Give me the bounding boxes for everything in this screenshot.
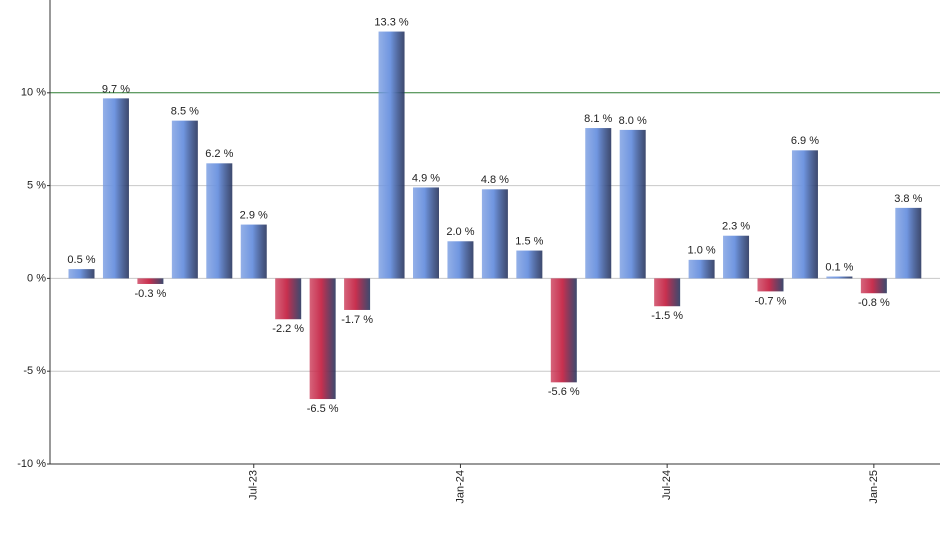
- y-tick-label: -5 %: [23, 365, 46, 377]
- bar: [137, 278, 164, 284]
- bar: [757, 278, 784, 292]
- bar: [826, 276, 853, 279]
- bar: [654, 278, 681, 307]
- data-label: 2.3 %: [722, 221, 750, 233]
- data-label: 8.1 %: [584, 113, 612, 125]
- data-label: -1.7 %: [341, 314, 373, 326]
- bar: [413, 187, 439, 279]
- x-tick-label: Jul-23: [248, 470, 260, 500]
- bar: [895, 207, 922, 279]
- data-label: -2.2 %: [272, 323, 304, 335]
- bar: [585, 128, 612, 279]
- data-label: -0.8 %: [858, 297, 890, 309]
- bar: [860, 278, 887, 294]
- bar: [550, 278, 577, 383]
- y-tick-label: 10 %: [21, 87, 46, 99]
- bar: [378, 31, 405, 279]
- bar: [481, 189, 508, 279]
- data-label: -6.5 %: [307, 403, 339, 415]
- x-tick-label: Jan-25: [868, 470, 880, 504]
- data-label: 8.0 %: [619, 115, 647, 127]
- data-label: 1.5 %: [515, 235, 543, 247]
- data-label: 8.5 %: [171, 106, 199, 118]
- data-label: 3.8 %: [894, 193, 922, 205]
- bar: [619, 129, 646, 279]
- data-label: 0.5 %: [67, 254, 95, 266]
- bar: [68, 269, 95, 279]
- bar: [344, 278, 371, 310]
- data-label: 2.0 %: [446, 226, 474, 238]
- data-label: 2.9 %: [240, 209, 268, 221]
- data-label: -5.6 %: [548, 386, 580, 398]
- data-label: 9.7 %: [102, 83, 130, 95]
- bar: [688, 259, 715, 279]
- data-label: -0.3 %: [135, 288, 167, 300]
- x-tick-label: Jul-24: [661, 470, 673, 500]
- bar: [171, 120, 198, 279]
- data-label: 0.1 %: [825, 261, 853, 273]
- data-label: 1.0 %: [688, 245, 716, 257]
- data-label: 4.8 %: [481, 174, 509, 186]
- bar: [102, 98, 129, 279]
- bar: [309, 278, 336, 400]
- data-label: 13.3 %: [374, 16, 408, 28]
- bar: [791, 150, 818, 279]
- y-tick-label: 0 %: [27, 272, 46, 284]
- bar: [275, 278, 302, 320]
- bar: [447, 241, 474, 279]
- data-label: 6.9 %: [791, 135, 819, 147]
- bar: [240, 224, 267, 279]
- y-tick-label: 5 %: [27, 180, 46, 192]
- bar: [206, 163, 233, 279]
- bar: [723, 235, 750, 279]
- y-tick-label: -10 %: [17, 458, 46, 470]
- x-tick-label: Jan-24: [454, 470, 466, 504]
- data-label: -0.7 %: [755, 295, 787, 307]
- data-label: -1.5 %: [651, 310, 683, 322]
- bar: [516, 250, 543, 279]
- data-label: 6.2 %: [205, 148, 233, 160]
- data-label: 4.9 %: [412, 172, 440, 184]
